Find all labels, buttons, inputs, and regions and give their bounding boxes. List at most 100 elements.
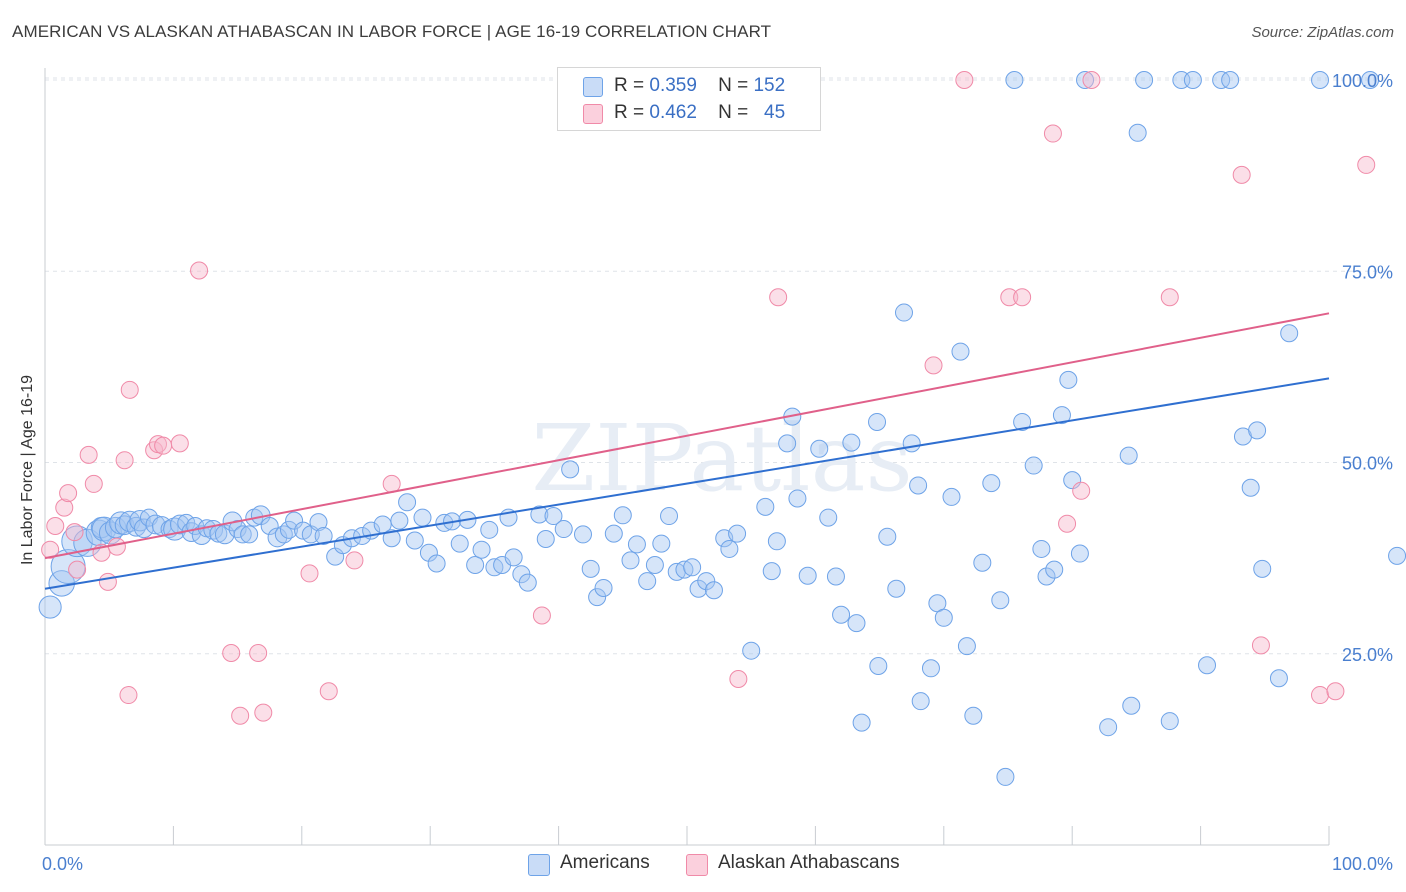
data-point [996, 767, 1015, 786]
data-point [561, 460, 580, 479]
data-point [1241, 478, 1260, 497]
data-point [1160, 288, 1179, 307]
data-point [65, 523, 84, 542]
data-point [1013, 412, 1032, 431]
data-point [594, 578, 613, 597]
data-point [982, 474, 1001, 493]
data-point [254, 703, 273, 722]
data-point [314, 526, 333, 545]
legend-r-label: R = [614, 75, 645, 96]
data-point [1361, 71, 1380, 89]
data-point [115, 451, 134, 470]
data-point [154, 436, 173, 455]
data-point [902, 434, 921, 453]
data-point [1070, 544, 1089, 563]
data-point [1183, 71, 1202, 89]
data-point [1388, 546, 1406, 565]
legend-n-value-alaskan-athabascans: 45 [764, 102, 786, 123]
data-point [107, 537, 126, 556]
data-point [450, 534, 469, 553]
data-point [1024, 456, 1043, 475]
data-point [405, 531, 424, 550]
data-point [887, 579, 906, 598]
data-point [762, 562, 781, 581]
y-axis-label: In Labor Force | Age 16-19 [19, 374, 36, 566]
data-point [233, 525, 252, 544]
data-point [1013, 288, 1032, 307]
data-point [1232, 165, 1251, 184]
trend-line [44, 377, 1330, 590]
data-point [1082, 71, 1101, 89]
data-point [778, 434, 797, 453]
data-point [79, 445, 98, 464]
data-point [756, 497, 775, 516]
data-point [126, 516, 147, 537]
data-point [1032, 539, 1051, 558]
y-tick-label: 100.0% [1332, 71, 1393, 91]
data-point [798, 566, 817, 585]
legend-swatch-americans [583, 77, 603, 97]
data-point [480, 520, 499, 539]
data-point [41, 540, 60, 559]
data-point [427, 554, 446, 573]
data-point [345, 551, 364, 570]
legend-n-label: N = [718, 102, 749, 123]
data-point [1135, 71, 1154, 89]
data-point [955, 71, 974, 89]
data-point [842, 433, 861, 452]
axes [44, 68, 1330, 846]
data-point [61, 525, 93, 558]
y-tick-label: 50.0% [1342, 454, 1393, 474]
bottom-legend-label-alaskan-athabascans: Alaskan Athabascans [718, 852, 900, 873]
data-point [613, 506, 632, 525]
data-point [1076, 71, 1095, 89]
data-point [1099, 718, 1118, 737]
data-point [1311, 71, 1330, 89]
data-point [68, 560, 87, 579]
americans-points [38, 71, 1406, 786]
data-point [1221, 71, 1240, 89]
y-tick-label: 75.0% [1342, 262, 1393, 282]
legend-n-value-americans: 152 [753, 75, 786, 96]
data-point [894, 303, 913, 322]
data-point [1198, 656, 1217, 675]
data-point [382, 474, 401, 493]
data-point [120, 380, 139, 399]
data-point [240, 525, 259, 544]
grid-lines [45, 77, 1389, 655]
source-label: Source: ZipAtlas.com [1251, 24, 1394, 41]
correlation-legend: R = 0.359 N = 152 R = 0.462 N = 45 [557, 67, 821, 131]
data-point [472, 540, 491, 559]
data-point [231, 706, 250, 725]
data-point [98, 572, 117, 591]
data-point [621, 551, 640, 570]
data-point [504, 548, 523, 567]
data-point [604, 524, 623, 543]
data-point [964, 706, 983, 725]
data-point [466, 556, 485, 575]
data-point [942, 487, 961, 506]
data-point [285, 511, 304, 530]
data-point [588, 588, 607, 607]
data-point [951, 342, 970, 361]
data-point [300, 564, 319, 583]
data-point [1128, 123, 1147, 142]
data-point [1072, 481, 1091, 500]
data-point [38, 595, 62, 619]
data-point [84, 474, 103, 493]
trend-lines [44, 312, 1330, 590]
data-point [222, 643, 241, 662]
data-point [878, 527, 897, 546]
x-tick-label: 0.0% [42, 854, 83, 874]
data-point [769, 288, 788, 307]
data-point [119, 686, 138, 705]
data-point [1280, 324, 1299, 343]
data-point [518, 573, 537, 592]
data-point [419, 543, 438, 562]
bottom-legend-swatch-alaskan-athabascans [686, 854, 708, 876]
data-point [544, 507, 563, 526]
data-point [390, 511, 409, 530]
tick-labels: 25.0% 50.0% 75.0% 100.0% 0.0% 100.0% [42, 71, 1393, 874]
legend-r-value-alaskan-athabascans: 0.462 [649, 102, 697, 123]
